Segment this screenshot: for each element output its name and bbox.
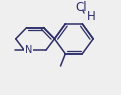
- Text: N: N: [25, 45, 32, 55]
- Text: H: H: [87, 10, 96, 23]
- Text: Cl: Cl: [75, 1, 87, 14]
